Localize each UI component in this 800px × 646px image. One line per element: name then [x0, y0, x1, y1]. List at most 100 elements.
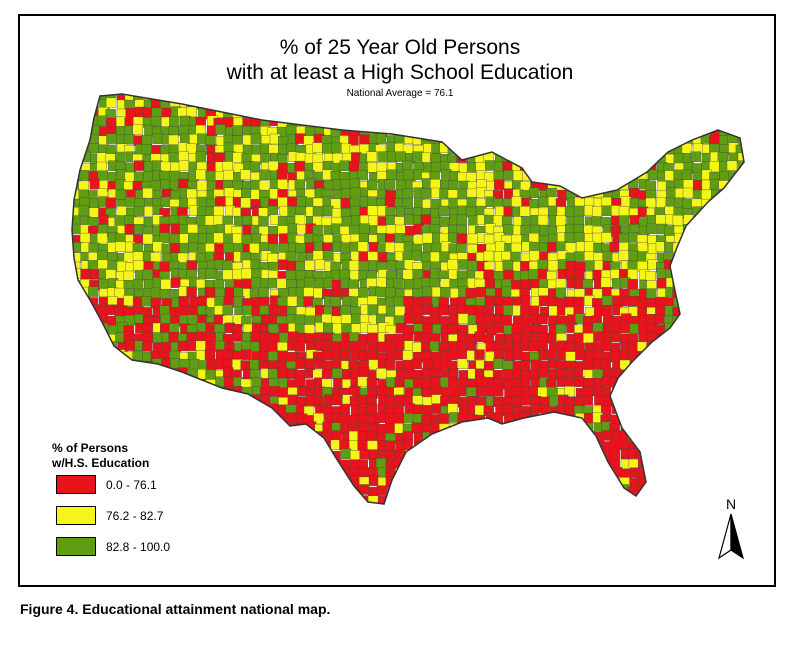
county-cell [636, 406, 647, 417]
county-cell [223, 503, 234, 504]
county-cell [88, 424, 99, 435]
county-cell [260, 413, 272, 424]
county-cell [674, 94, 685, 100]
county-cell [72, 368, 73, 380]
county-cell [726, 160, 738, 171]
county-cell [511, 431, 522, 443]
county-cell [330, 439, 341, 450]
county-cell [79, 394, 90, 405]
county-cell [710, 98, 722, 109]
county-cell [394, 394, 405, 406]
county-cell [305, 505, 315, 510]
county-cell [124, 215, 135, 226]
county-cell [537, 386, 548, 398]
county-cell [250, 423, 262, 434]
county-cell [88, 369, 99, 380]
county-cell [673, 118, 684, 129]
county-cell [62, 280, 72, 290]
county-cell [357, 502, 369, 504]
county-cell [531, 468, 542, 479]
county-cell [413, 234, 424, 245]
county-cell [655, 395, 667, 406]
county-cell [430, 251, 441, 263]
county-cell [621, 468, 632, 479]
county-cell [323, 205, 334, 217]
county-cell [519, 98, 531, 110]
county-cell [223, 376, 235, 387]
county-cell [549, 448, 560, 459]
county-cell [441, 486, 452, 497]
county-cell [171, 94, 182, 101]
county-cell [557, 116, 568, 127]
county-cell [710, 485, 721, 497]
county-cell [735, 298, 744, 309]
county-cell [386, 505, 396, 510]
county-cell [151, 412, 162, 423]
county-cell [349, 270, 361, 281]
county-cell [186, 106, 197, 118]
county-cell [366, 378, 378, 389]
county-cell [72, 376, 73, 388]
county-cell [367, 97, 379, 108]
county-cell [96, 232, 108, 244]
county-cell [709, 333, 720, 345]
county-cell [447, 323, 458, 335]
county-cell [350, 205, 362, 217]
county-cell [702, 450, 713, 461]
county-cell [439, 449, 450, 460]
county-cell [592, 133, 603, 144]
county-cell [332, 99, 344, 110]
county-cell [357, 241, 369, 252]
county-cell [719, 260, 730, 271]
county-cell [575, 171, 586, 182]
county-cell [718, 94, 729, 100]
county-cell [636, 125, 648, 136]
county-cell [447, 486, 459, 497]
county-cell [747, 269, 752, 279]
county-cell [114, 287, 125, 299]
county-cell [547, 494, 558, 504]
county-cell [323, 94, 334, 101]
county-cell [168, 233, 180, 245]
county-cell [115, 378, 126, 389]
county-cell [205, 332, 216, 343]
county-cell [168, 422, 179, 433]
county-cell [422, 286, 433, 297]
county-cell [746, 98, 752, 108]
county-cell [717, 252, 728, 264]
county-cell [79, 316, 91, 327]
county-cell [672, 431, 683, 442]
county-cell [467, 423, 478, 435]
county-cell [339, 160, 350, 171]
county-cell [448, 449, 459, 461]
county-cell [546, 386, 558, 398]
county-cell [394, 118, 405, 129]
county-cell [556, 432, 568, 443]
county-cell [249, 243, 260, 254]
county-cell [555, 278, 567, 289]
county-cell [728, 475, 739, 487]
county-cell [170, 223, 181, 235]
county-cell [178, 377, 189, 389]
county-cell [125, 108, 136, 119]
county-cell [215, 340, 226, 352]
county-cell [663, 451, 674, 462]
county-cell [241, 423, 252, 434]
county-cell [691, 315, 702, 326]
county-cell [178, 296, 189, 307]
county-cell [629, 323, 640, 334]
county-cell [511, 115, 522, 127]
county-cell [251, 277, 262, 288]
county-cell [719, 412, 730, 423]
county-cell [691, 484, 703, 496]
county-cell [124, 224, 135, 235]
county-cell [350, 117, 361, 129]
county-cell [656, 181, 668, 192]
county-cell [501, 97, 512, 109]
county-cell [746, 314, 752, 324]
county-cell [593, 331, 604, 342]
county-cell [448, 368, 459, 379]
county-cell [719, 395, 731, 406]
county-cell [692, 271, 704, 282]
county-cell [285, 450, 297, 461]
